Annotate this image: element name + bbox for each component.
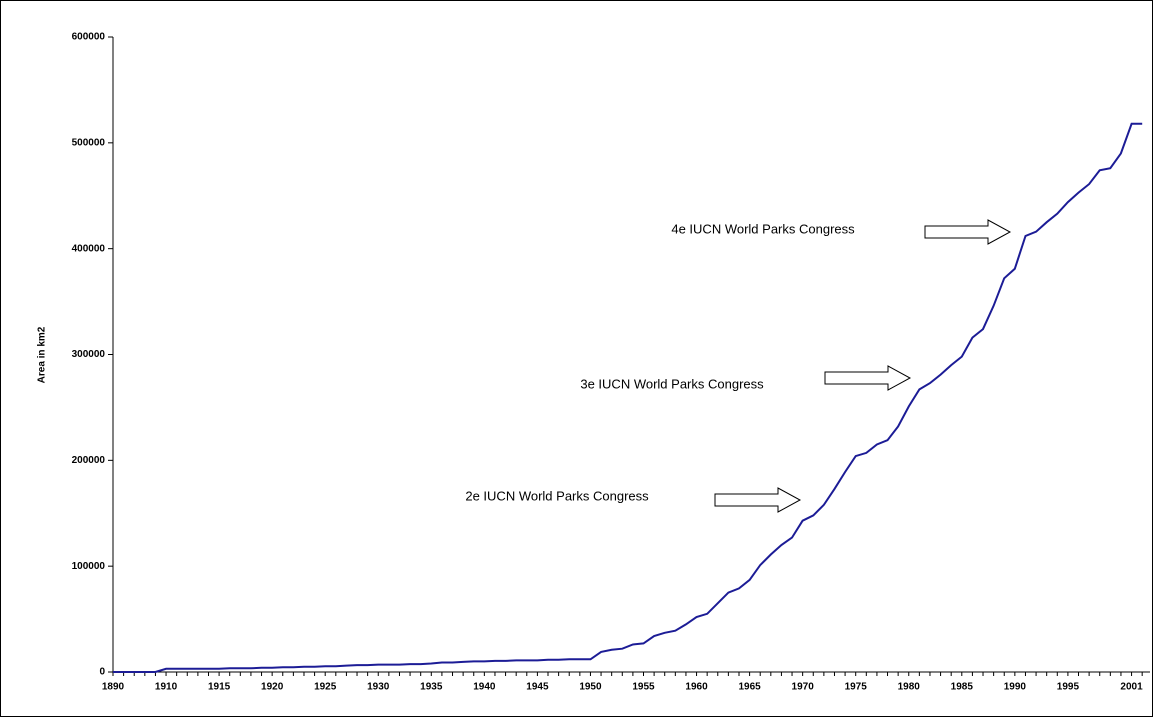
- y-tick-label: 600000: [72, 32, 106, 43]
- x-tick-label: 2001: [1120, 682, 1143, 693]
- annotation: 2e IUCN World Parks Congress: [465, 488, 649, 503]
- y-tick-label: 200000: [72, 455, 106, 466]
- x-tick-label: 1930: [367, 682, 390, 693]
- x-tick-label: 1945: [526, 682, 549, 693]
- annotation: 4e IUCN World Parks Congress: [671, 221, 855, 236]
- x-tick-label: 1890: [102, 682, 125, 693]
- x-tick-label: 1920: [261, 682, 284, 693]
- data-line: [113, 122, 1143, 673]
- x-tick-label: 1940: [473, 682, 496, 693]
- y-axis-label: Area in km2: [37, 326, 48, 383]
- x-tick-label: 1995: [1057, 682, 1080, 693]
- y-tick-label: 0: [99, 667, 105, 678]
- x-tick-label: 1990: [1004, 682, 1027, 693]
- x-tick-label: 1915: [208, 682, 231, 693]
- y-tick-label: 100000: [72, 561, 106, 572]
- x-tick-label: 1980: [898, 682, 921, 693]
- x-tick-label: 1965: [738, 682, 761, 693]
- x-tick-label: 1960: [685, 682, 708, 693]
- x-tick-label: 1985: [951, 682, 974, 693]
- x-tick-label: 1910: [155, 682, 178, 693]
- x-tick-label: 1970: [792, 682, 815, 693]
- annotation-arrow: [924, 219, 1012, 245]
- x-tick-label: 1925: [314, 682, 337, 693]
- x-tick-label: 1955: [632, 682, 655, 693]
- annotation-arrow: [824, 365, 912, 391]
- annotation: 3e IUCN World Parks Congress: [580, 376, 764, 391]
- y-tick-label: 300000: [72, 349, 106, 360]
- annotation-arrow: [714, 487, 802, 513]
- x-tick-label: 1975: [845, 682, 868, 693]
- x-tick-label: 1950: [579, 682, 602, 693]
- y-tick-label: 400000: [72, 243, 106, 254]
- y-tick-label: 500000: [72, 137, 106, 148]
- x-tick-label: 1935: [420, 682, 443, 693]
